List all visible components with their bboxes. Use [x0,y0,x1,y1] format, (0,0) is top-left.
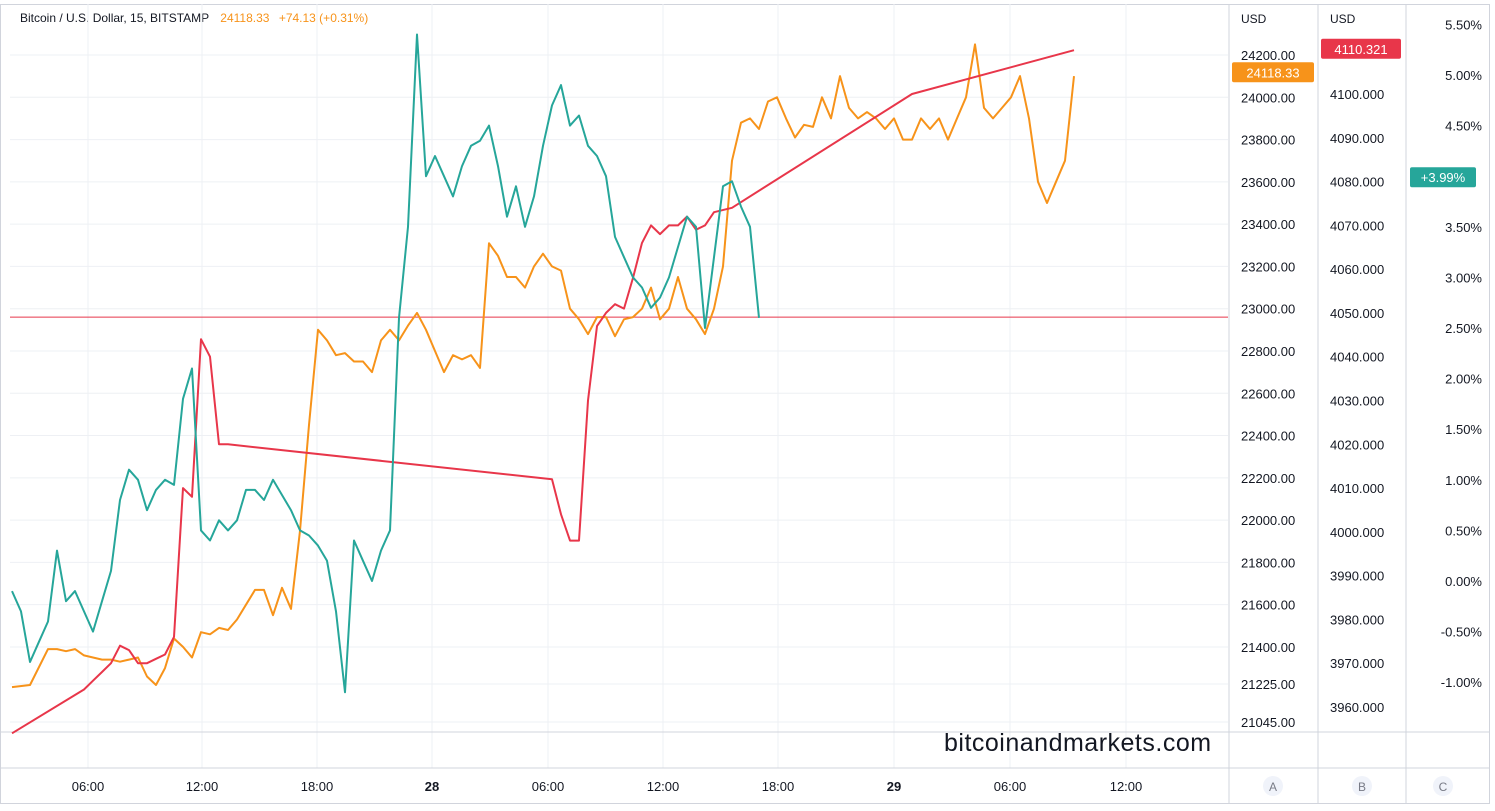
axis-a-tick: 22000.00 [1241,513,1295,528]
axis-a-tick: 21800.00 [1241,555,1295,570]
symbol-name: Bitcoin / U.S. Dollar, 15, BITSTAMP [20,11,209,25]
axis-c-tick: -1.00% [1441,675,1483,690]
series-layer [10,33,1228,735]
axis-a-tick: 22600.00 [1241,386,1295,401]
axis-c-tick: 3.50% [1445,220,1482,235]
time-tick-label: 12:00 [186,779,219,794]
time-tick-label: 12:00 [647,779,680,794]
last-value-badge-A [1232,62,1314,83]
axis-c-tick: 4.50% [1445,119,1482,134]
axis-b-tick: 3990.000 [1330,569,1384,584]
time-tick-label: 12:00 [1110,779,1143,794]
axis-a-tick: 23200.00 [1241,259,1295,274]
axis-a-tick: 22200.00 [1241,471,1295,486]
axis-footer-label-B: B [1358,780,1366,794]
axis-a-tick: 23400.00 [1241,217,1295,232]
axis-b-tick: 4000.000 [1330,525,1384,540]
last-value-text-B: 4110.321 [1334,42,1387,57]
axis-b-tick: 4050.000 [1330,306,1384,321]
axis-footer-button-C[interactable] [1433,776,1453,796]
axis-a-tick: 21400.00 [1241,640,1295,655]
axis-c-tick: 5.00% [1445,68,1482,83]
axis-unit-B: USD [1330,12,1356,26]
symbol-change: +74.13 (+0.31%) [278,11,369,25]
axis-b-tick: 4080.000 [1330,175,1384,190]
time-tick-label: 06:00 [994,779,1027,794]
series-line-A [11,43,1075,689]
series-line-C [11,33,760,694]
axis-b-tick: 4020.000 [1330,437,1384,452]
time-tick-label: 06:00 [72,779,105,794]
last-value-badge-C [1410,167,1476,188]
axis-a-tick: 24000.00 [1241,90,1295,105]
axis-b-tick: 3970.000 [1330,656,1384,671]
time-tick-label: 29 [887,779,901,794]
axis-a-tick: 24200.00 [1241,48,1295,63]
axis-footer-label-A: A [1269,780,1277,794]
series-line-B [11,49,1075,735]
axis-unit-A: USD [1241,12,1267,26]
watermark: bitcoinandmarkets.com [944,729,1212,757]
axis-c-tick: 5.50% [1445,17,1482,32]
axis-c-tick: -0.50% [1441,625,1483,640]
axis-footer-button-A[interactable] [1263,776,1283,796]
axis-a-tick: 21600.00 [1241,598,1295,613]
axis-b-tick: 4010.000 [1330,481,1384,496]
axis-b-tick: 3980.000 [1330,612,1384,627]
axis-a-tick: 22400.00 [1241,429,1295,444]
axis-b-tick: 4040.000 [1330,350,1384,365]
axis-a-tick: 21045.00 [1241,715,1295,730]
axis-a-tick: 22800.00 [1241,344,1295,359]
axis-b-tick: 4070.000 [1330,218,1384,233]
time-tick-label: 28 [425,779,439,794]
last-value-text-A: 24118.33 [1246,65,1299,80]
axis-layer: 06:00 12:00 18:00 28 06:00 12:00 18:00 29 06:00 1… [72,12,1483,796]
axis-a-tick: 23600.00 [1241,175,1295,190]
time-tick-label: 18:00 [762,779,795,794]
last-value-badge-B [1321,38,1401,59]
axis-a-tick: 23000.00 [1241,302,1295,317]
chart-frame [0,4,1490,804]
axis-b-tick: 4100.000 [1330,87,1384,102]
axis-c-tick: 0.50% [1445,523,1482,538]
time-tick-label: 18:00 [301,779,334,794]
symbol-header: Bitcoin / U.S. Dollar, 15, BITSTAMP 2411… [20,11,368,25]
axis-b-tick: 3960.000 [1330,700,1384,715]
axis-b-tick: 4060.000 [1330,262,1384,277]
axis-a-tick: 21225.00 [1241,677,1295,692]
axis-c-tick: 1.50% [1445,422,1482,437]
axis-c-tick: 1.00% [1445,473,1482,488]
axis-footer-button-B[interactable] [1352,776,1372,796]
axis-b-tick: 4090.000 [1330,131,1384,146]
axis-b-tick: 4030.000 [1330,394,1384,409]
axis-c-tick: 0.00% [1445,574,1482,589]
time-tick-label: 06:00 [532,779,565,794]
axis-footer-label-C: C [1439,780,1448,794]
symbol-price: 24118.33 [220,11,270,25]
last-value-text-C: +3.99% [1421,170,1466,185]
axis-c-tick: 2.50% [1445,321,1482,336]
axis-c-tick: 2.00% [1445,372,1482,387]
axis-a-tick: 23800.00 [1241,133,1295,148]
axis-c-tick: 3.00% [1445,270,1482,285]
